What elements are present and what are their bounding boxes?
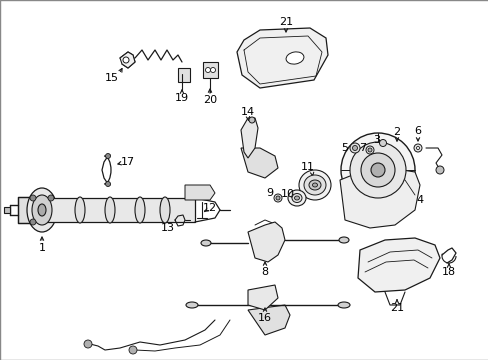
- Ellipse shape: [27, 188, 57, 232]
- Text: 4: 4: [416, 195, 423, 205]
- Ellipse shape: [291, 194, 302, 202]
- Ellipse shape: [352, 145, 357, 150]
- Circle shape: [205, 68, 210, 72]
- Text: 21: 21: [278, 17, 292, 27]
- Circle shape: [105, 181, 110, 186]
- Ellipse shape: [367, 148, 371, 152]
- Ellipse shape: [32, 195, 52, 225]
- Ellipse shape: [312, 183, 317, 187]
- Text: 6: 6: [414, 126, 421, 136]
- Text: 21: 21: [389, 303, 403, 313]
- Ellipse shape: [340, 133, 414, 207]
- Ellipse shape: [285, 52, 304, 64]
- Text: 10: 10: [281, 189, 294, 199]
- Polygon shape: [18, 197, 42, 223]
- Text: 14: 14: [241, 107, 255, 117]
- Text: 3: 3: [373, 135, 380, 145]
- Circle shape: [210, 68, 215, 72]
- Polygon shape: [247, 285, 278, 310]
- Ellipse shape: [273, 194, 282, 202]
- Polygon shape: [120, 52, 135, 68]
- Ellipse shape: [298, 170, 330, 200]
- Polygon shape: [247, 305, 289, 335]
- Polygon shape: [4, 207, 10, 213]
- Ellipse shape: [287, 190, 305, 206]
- Ellipse shape: [360, 153, 394, 187]
- Ellipse shape: [337, 302, 349, 308]
- Ellipse shape: [413, 144, 421, 152]
- Text: 7: 7: [359, 143, 366, 153]
- Ellipse shape: [135, 197, 145, 223]
- Circle shape: [48, 195, 54, 201]
- Ellipse shape: [349, 142, 405, 198]
- Text: 15: 15: [105, 73, 119, 83]
- Text: 19: 19: [175, 93, 189, 103]
- Polygon shape: [241, 118, 258, 158]
- Ellipse shape: [338, 237, 348, 243]
- Ellipse shape: [160, 197, 170, 223]
- Ellipse shape: [201, 240, 210, 246]
- Text: 9: 9: [266, 188, 273, 198]
- Text: 13: 13: [161, 223, 175, 233]
- Polygon shape: [357, 238, 439, 292]
- Ellipse shape: [379, 140, 386, 147]
- Text: 12: 12: [203, 203, 217, 213]
- Text: 20: 20: [203, 95, 217, 105]
- Circle shape: [435, 166, 443, 174]
- Circle shape: [129, 346, 137, 354]
- Ellipse shape: [38, 204, 46, 216]
- Ellipse shape: [185, 302, 198, 308]
- Text: 11: 11: [301, 162, 314, 172]
- Ellipse shape: [275, 196, 280, 200]
- Circle shape: [84, 340, 92, 348]
- Ellipse shape: [365, 146, 373, 154]
- Polygon shape: [184, 185, 215, 200]
- Ellipse shape: [304, 175, 325, 195]
- Circle shape: [30, 195, 36, 201]
- Circle shape: [30, 219, 36, 225]
- Ellipse shape: [294, 196, 299, 200]
- Circle shape: [105, 153, 110, 158]
- Polygon shape: [203, 62, 218, 78]
- Circle shape: [248, 117, 254, 123]
- Text: 8: 8: [261, 267, 268, 277]
- Polygon shape: [178, 68, 190, 82]
- Polygon shape: [241, 148, 278, 178]
- Text: 2: 2: [393, 127, 400, 137]
- Polygon shape: [42, 198, 195, 222]
- Ellipse shape: [416, 147, 419, 149]
- Ellipse shape: [105, 197, 115, 223]
- Polygon shape: [247, 222, 285, 262]
- Polygon shape: [339, 168, 419, 228]
- Polygon shape: [237, 28, 327, 88]
- Text: 17: 17: [121, 157, 135, 167]
- Text: 1: 1: [39, 243, 45, 253]
- Ellipse shape: [308, 180, 320, 190]
- Ellipse shape: [349, 143, 359, 153]
- Circle shape: [123, 57, 129, 63]
- Ellipse shape: [370, 163, 384, 177]
- Text: 18: 18: [441, 267, 455, 277]
- Text: 16: 16: [258, 313, 271, 323]
- Text: 5: 5: [341, 143, 348, 153]
- Ellipse shape: [75, 197, 85, 223]
